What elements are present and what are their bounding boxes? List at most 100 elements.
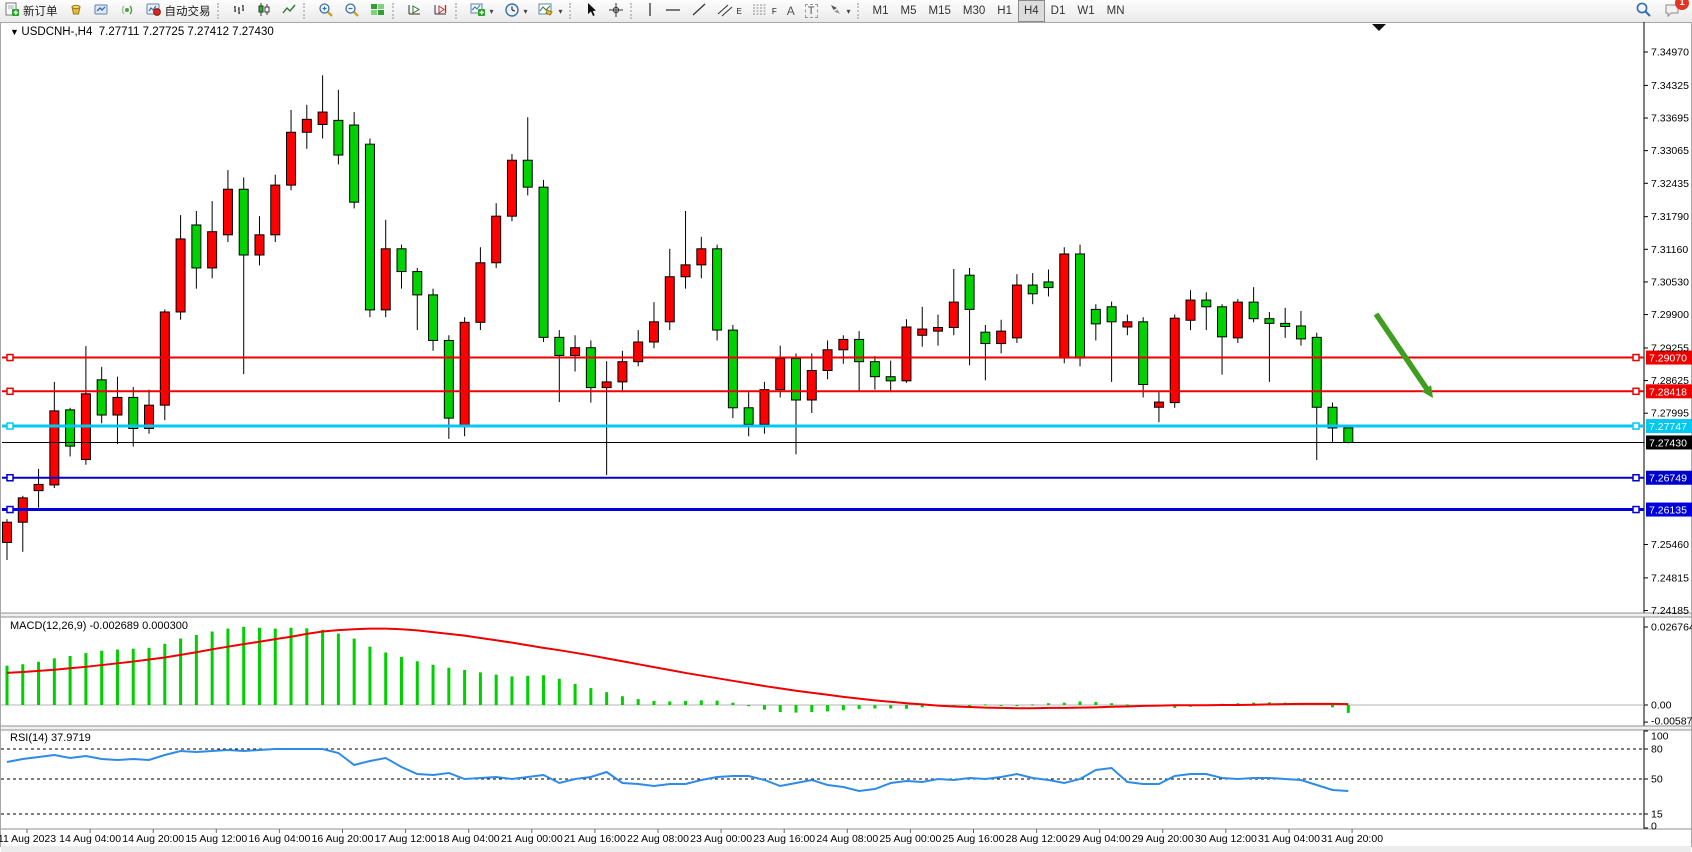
panel-separator[interactable] bbox=[1, 726, 1691, 730]
zoom-out-button[interactable] bbox=[339, 0, 365, 22]
timeframe-d1-button[interactable]: D1 bbox=[1050, 5, 1066, 17]
candle-body bbox=[33, 483, 44, 492]
macd-bar bbox=[1110, 703, 1114, 705]
crosshair-tool-button[interactable] bbox=[603, 0, 629, 22]
templates-icon bbox=[538, 2, 555, 20]
time-axis-label: 16 Aug 20:00 bbox=[312, 833, 374, 845]
candle-body bbox=[317, 111, 328, 126]
candle-body bbox=[869, 361, 880, 378]
periods-button[interactable]: ▾ bbox=[499, 0, 533, 22]
timeframe-mn-button[interactable]: MN bbox=[1106, 5, 1125, 17]
zoom-in-button[interactable] bbox=[313, 0, 339, 22]
candle-body bbox=[1280, 322, 1291, 327]
bucket-button[interactable] bbox=[63, 0, 89, 22]
price-tick-label: 7.34970 bbox=[1651, 47, 1689, 59]
time-axis-label: 28 Aug 12:00 bbox=[1006, 833, 1068, 845]
line-chart-button[interactable] bbox=[277, 0, 302, 22]
candlestick-chart-button[interactable] bbox=[252, 0, 277, 22]
vertical-line-tool-button[interactable] bbox=[640, 0, 660, 22]
down-arrow-head bbox=[1421, 385, 1433, 398]
candle-body bbox=[396, 248, 407, 273]
tile-windows-button[interactable] bbox=[365, 0, 391, 22]
arrows-tool-button[interactable]: ▾ bbox=[823, 0, 856, 22]
hline-handle[interactable] bbox=[6, 387, 14, 396]
timeframe-m15-button[interactable]: M15 bbox=[928, 5, 951, 17]
cursor-tool-button[interactable] bbox=[579, 0, 603, 22]
candle-body bbox=[838, 338, 849, 351]
rsi-level-label: 0 bbox=[1651, 821, 1657, 833]
price-tick-label: 7.29900 bbox=[1651, 309, 1689, 321]
panel-separator[interactable] bbox=[1, 613, 1691, 617]
autotrading-button[interactable]: 自动交易 bbox=[141, 0, 216, 22]
price-line-badge-label: 7.29070 bbox=[1649, 353, 1687, 365]
time-axis-label: 15 Aug 12:00 bbox=[185, 833, 247, 845]
toolbar-separator bbox=[391, 3, 401, 19]
timeframe-m30-button[interactable]: M30 bbox=[962, 5, 986, 17]
zoom-out-icon bbox=[344, 2, 360, 21]
timeframe-w1-button[interactable]: W1 bbox=[1077, 5, 1095, 17]
time-axis-label: 21 Aug 00:00 bbox=[501, 833, 563, 845]
timeframe-h4-button[interactable]: H4 bbox=[1017, 0, 1045, 22]
auto-scroll-button[interactable] bbox=[402, 0, 428, 22]
macd-bar bbox=[84, 653, 88, 705]
macd-bar bbox=[210, 631, 214, 705]
candle-body bbox=[791, 358, 801, 401]
price-tick-label: 7.32435 bbox=[1651, 178, 1689, 190]
chat-icon[interactable]: 1 bbox=[1664, 0, 1689, 21]
trendline-tool-button[interactable] bbox=[686, 0, 712, 22]
timeframe-h1-button[interactable]: H1 bbox=[997, 5, 1012, 17]
hline-handle[interactable] bbox=[6, 505, 14, 514]
profile-icon bbox=[94, 2, 110, 20]
macd-bar bbox=[699, 700, 703, 705]
profile-button[interactable] bbox=[89, 0, 115, 22]
channel-tool-button[interactable]: E bbox=[712, 0, 747, 22]
candle-body bbox=[743, 407, 754, 425]
candle-body bbox=[1217, 306, 1228, 338]
chart-shift-button[interactable] bbox=[428, 0, 454, 22]
macd-bar bbox=[715, 700, 719, 705]
price-line-badge bbox=[1646, 419, 1692, 434]
macd-tick-label: 0.026764 bbox=[1651, 622, 1692, 634]
text-tool-button[interactable]: A bbox=[782, 0, 800, 22]
templates-button[interactable]: ▾ bbox=[533, 0, 568, 22]
macd-bar bbox=[510, 676, 514, 705]
chart-dropdown-caret[interactable]: ▼ bbox=[10, 27, 22, 37]
timeframe-m5-button[interactable]: M5 bbox=[900, 5, 917, 17]
hline-handle[interactable] bbox=[1632, 473, 1640, 482]
candle-body bbox=[333, 119, 344, 156]
timeframe-m1-button[interactable]: M1 bbox=[872, 5, 889, 17]
indicators-button[interactable]: ▾ bbox=[465, 0, 499, 22]
hline-handle[interactable] bbox=[1632, 387, 1640, 396]
new-order-button[interactable]: 新订单 bbox=[0, 0, 63, 22]
notification-badge: 1 bbox=[1675, 0, 1689, 10]
candle-body bbox=[286, 131, 297, 186]
candle-body bbox=[680, 264, 691, 278]
bar-chart-button[interactable] bbox=[227, 0, 252, 22]
hline-handle[interactable] bbox=[1632, 353, 1640, 362]
new-order-label: 新订单 bbox=[23, 6, 58, 18]
horizontal-line-tool-button[interactable] bbox=[660, 0, 686, 22]
hline-handle[interactable] bbox=[1632, 505, 1640, 514]
time-axis-label: 17 Aug 12:00 bbox=[375, 833, 437, 845]
price-line-badge-label: 7.26135 bbox=[1649, 505, 1687, 517]
candle-body bbox=[1201, 299, 1212, 308]
search-icon[interactable] bbox=[1635, 1, 1652, 21]
macd-bar bbox=[794, 705, 798, 713]
candle-body bbox=[964, 274, 975, 310]
price-tick-label: 7.24185 bbox=[1651, 605, 1689, 617]
macd-bar bbox=[589, 688, 593, 705]
fibonacci-tool-button[interactable]: F bbox=[747, 0, 782, 22]
text-label-tool-button[interactable]: T bbox=[800, 0, 823, 22]
hline-handle[interactable] bbox=[6, 473, 14, 482]
macd-bar bbox=[352, 638, 356, 705]
signal-button[interactable] bbox=[115, 0, 141, 22]
down-arrow-annotation[interactable] bbox=[1373, 312, 1431, 393]
hline-handle[interactable] bbox=[6, 353, 14, 362]
hline-handle[interactable] bbox=[6, 422, 14, 430]
price-tick-label: 7.31790 bbox=[1651, 211, 1689, 223]
hline-handle[interactable] bbox=[1632, 422, 1640, 430]
chart-shift-marker-icon[interactable] bbox=[1372, 24, 1386, 31]
macd-bar bbox=[147, 647, 151, 705]
macd-bar bbox=[983, 704, 987, 706]
